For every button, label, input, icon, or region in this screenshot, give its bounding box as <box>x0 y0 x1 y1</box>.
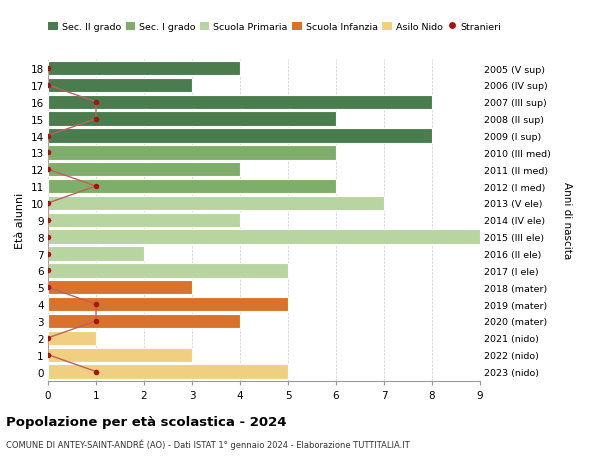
Bar <box>48 112 336 127</box>
Bar <box>48 78 192 93</box>
Point <box>43 351 53 358</box>
Bar <box>48 230 480 244</box>
Point <box>91 99 101 106</box>
Bar <box>48 280 192 295</box>
Bar <box>48 179 336 194</box>
Point <box>43 166 53 174</box>
Text: COMUNE DI ANTEY-SAINT-ANDRÉ (AO) - Dati ISTAT 1° gennaio 2024 - Elaborazione TUT: COMUNE DI ANTEY-SAINT-ANDRÉ (AO) - Dati … <box>6 438 410 449</box>
Bar <box>48 263 288 278</box>
Point <box>43 335 53 342</box>
Y-axis label: Anni di nascita: Anni di nascita <box>562 182 572 259</box>
Point <box>43 284 53 291</box>
Bar <box>48 314 240 328</box>
Legend: Sec. II grado, Sec. I grado, Scuola Primaria, Scuola Infanzia, Asilo Nido, Stran: Sec. II grado, Sec. I grado, Scuola Prim… <box>49 22 501 32</box>
Bar <box>48 348 192 362</box>
Bar <box>48 129 432 143</box>
Y-axis label: Età alunni: Età alunni <box>15 192 25 248</box>
Bar <box>48 196 384 211</box>
Point <box>43 200 53 207</box>
Point <box>43 250 53 257</box>
Bar <box>48 146 336 160</box>
Point <box>43 65 53 73</box>
Bar <box>48 364 288 379</box>
Bar <box>48 213 240 228</box>
Point <box>43 82 53 90</box>
Point <box>91 368 101 375</box>
Point <box>43 234 53 241</box>
Bar <box>48 247 144 261</box>
Point <box>43 267 53 274</box>
Point <box>91 183 101 190</box>
Bar <box>48 331 96 345</box>
Text: Popolazione per età scolastica - 2024: Popolazione per età scolastica - 2024 <box>6 415 287 428</box>
Bar <box>48 297 288 312</box>
Bar <box>48 95 432 110</box>
Point <box>91 318 101 325</box>
Point <box>91 116 101 123</box>
Point <box>43 133 53 140</box>
Bar <box>48 162 240 177</box>
Point <box>91 301 101 308</box>
Bar <box>48 62 240 76</box>
Point <box>43 149 53 157</box>
Point <box>43 217 53 224</box>
